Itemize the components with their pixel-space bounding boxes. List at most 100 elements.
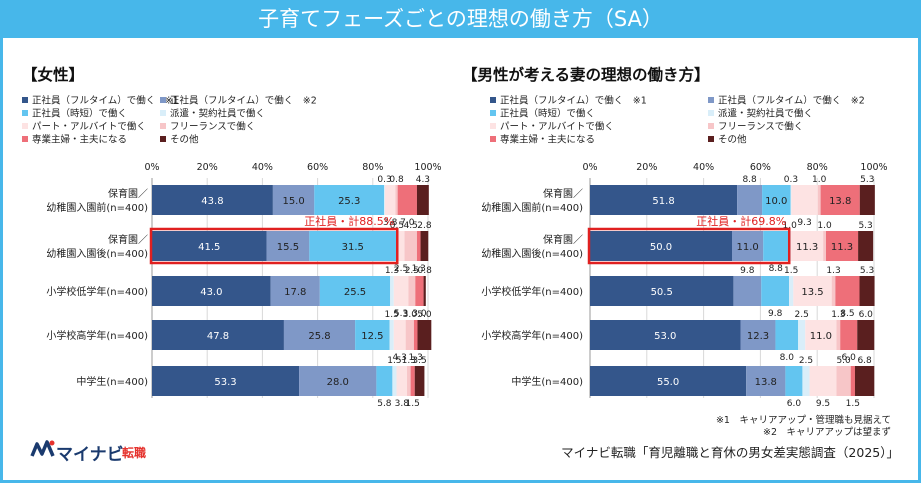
highlight-box [149, 227, 399, 265]
data-label: 6.0 [859, 310, 874, 320]
data-label: 1.5 [784, 266, 798, 276]
x-tick-label: 80% [362, 162, 383, 173]
bar-segment [152, 320, 284, 350]
x-tick-label: 100% [860, 162, 887, 173]
legend-label: フリーランスで働く [170, 121, 255, 133]
bar-segment [817, 185, 821, 215]
data-label: 6.8 [857, 356, 872, 366]
bar-segment [270, 276, 320, 306]
data-label: 1.0 [782, 221, 797, 231]
data-label: 5.0 [836, 356, 851, 366]
legend-label: 派遣・契約社員で働く [718, 108, 813, 120]
bar-segment [376, 366, 393, 396]
data-label: 8.5 [840, 309, 854, 319]
data-label: 11.3 [831, 242, 853, 253]
legend-swatch [490, 110, 496, 116]
legend-label: 正社員（時短）で働く [32, 108, 127, 120]
bar-segment [384, 185, 385, 215]
x-tick-label: 20% [636, 162, 657, 173]
bar-segment [416, 185, 429, 215]
bar-segment [805, 320, 837, 350]
data-label: 1.0 [812, 175, 827, 185]
x-tick-label: 0% [144, 162, 159, 173]
bar-segment [393, 276, 409, 306]
bar-segment [791, 231, 824, 261]
category-label: 中学生(n=400) [511, 375, 583, 388]
bar-segment [266, 231, 310, 261]
data-label: 1.3 [831, 310, 845, 320]
bar-segment [858, 231, 874, 261]
data-label: 47.8 [207, 331, 229, 342]
bar-segment [859, 276, 875, 306]
bar-segment [397, 185, 417, 215]
bar-segment [384, 185, 396, 215]
data-label: 15.0 [282, 196, 304, 207]
bar-segment [410, 366, 415, 396]
category-label: 幼稚園入園前(n=400) [46, 201, 148, 214]
legend-swatch [160, 110, 166, 116]
bar-segment [857, 320, 875, 350]
bar-segment [355, 320, 390, 350]
legend-label: その他 [718, 134, 747, 146]
bar-segment [152, 366, 300, 396]
data-label: 51.8 [652, 196, 674, 207]
data-label: 5.3 [858, 221, 872, 231]
bar-segment [746, 366, 786, 396]
data-label: 5.3 [860, 266, 874, 276]
bar-segment [407, 366, 411, 396]
data-label: 1.3 [826, 266, 840, 276]
category-label: 保育園／ [108, 233, 148, 246]
x-tick-label: 60% [307, 162, 328, 173]
category-label: 中学生(n=400) [76, 375, 148, 388]
data-label: 5.3 [860, 175, 874, 185]
legend-label: 正社員（時短）で働く [500, 108, 595, 120]
bar-segment [590, 231, 732, 261]
bar-segment [823, 231, 827, 261]
data-label: 13.8 [755, 377, 777, 388]
data-label: 11.0 [736, 242, 758, 253]
bar-segment [396, 366, 408, 396]
bar-segment [413, 320, 418, 350]
data-label: 1.5 [387, 356, 401, 366]
legend-label: フリーランスで働く [718, 121, 803, 133]
data-label: 9.3 [797, 218, 811, 228]
bar-segment [840, 320, 858, 350]
category-label: 小学校低学年(n=400) [481, 285, 583, 298]
bar-segment [850, 366, 855, 396]
data-label: 53.0 [654, 331, 676, 342]
x-tick-label: 40% [693, 162, 714, 173]
legend-swatch [22, 110, 28, 116]
bar-segment [732, 231, 764, 261]
data-label: 25.8 [308, 331, 330, 342]
data-label: 50.0 [650, 242, 672, 253]
legend-label: 正社員（フルタイム）で働く ※2 [170, 95, 317, 107]
data-label: 11.0 [810, 331, 832, 342]
bar-segment [272, 185, 315, 215]
category-label: 小学校低学年(n=400) [46, 285, 148, 298]
footnote-2: ※2 キャリアアップは望まず [762, 427, 891, 438]
bar-segment [417, 320, 432, 350]
data-label: 4.3 [393, 353, 407, 363]
x-tick-label: 80% [807, 162, 828, 173]
legend-label: 正社員（フルタイム）で働く ※1 [500, 95, 647, 107]
bar-segment [314, 185, 385, 215]
bar-segment [763, 231, 789, 261]
legend-swatch [708, 136, 714, 142]
data-label: 17.8 [284, 287, 306, 298]
data-label: 1.3 [402, 356, 416, 366]
bar-segment [152, 276, 271, 306]
bar-segment [820, 185, 860, 215]
data-label: 43.8 [201, 196, 223, 207]
bar-segment [775, 320, 799, 350]
legend-label: 正社員（フルタイム）で働く ※1 [32, 95, 179, 107]
data-label: 10.0 [765, 196, 787, 207]
bar-segment [299, 366, 377, 396]
legend-label: 専業主婦・主夫になる [32, 134, 127, 146]
bar-segment [737, 185, 763, 215]
bar-segment [790, 185, 792, 215]
data-label: 53.3 [214, 377, 236, 388]
data-label: 3.8 [395, 399, 410, 409]
bar-segment [408, 276, 416, 306]
x-tick-label: 100% [414, 162, 441, 173]
